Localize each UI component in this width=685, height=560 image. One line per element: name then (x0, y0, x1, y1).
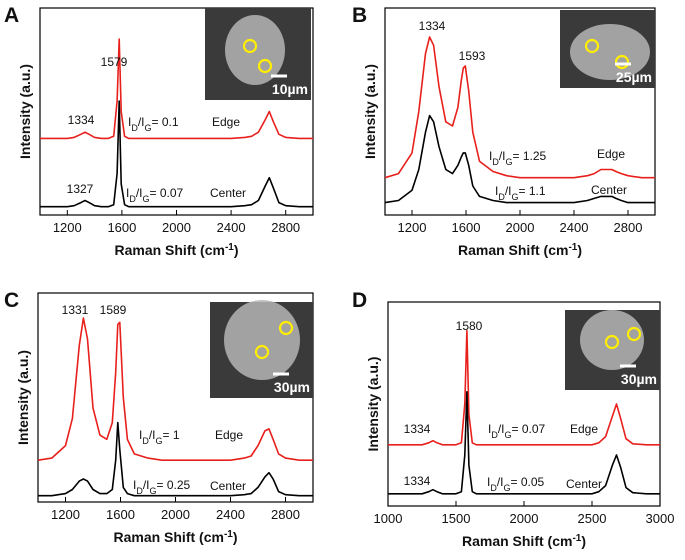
x-axis-label: Raman Shift (cm-1) (113, 529, 237, 546)
inset-marker (604, 334, 620, 350)
spectrum-line (388, 391, 660, 495)
x-tick-label: 1200 (51, 507, 80, 522)
spectrum-line (38, 421, 313, 497)
x-tick-label: 1200 (398, 220, 427, 235)
spectrum-line (388, 329, 660, 446)
peak-label: 1589 (100, 303, 127, 317)
spectrum-line (384, 114, 655, 204)
x-tick-label: 2000 (510, 511, 539, 526)
x-axis-label: Raman Shift (cm-1) (458, 242, 582, 259)
inset-marker (626, 326, 642, 342)
x-tick-label: 1600 (452, 220, 481, 235)
series-name: Center (566, 477, 602, 491)
inset-marker (257, 58, 273, 74)
spectrum-line (384, 36, 655, 179)
scale-bar-label: 30µm (621, 371, 657, 387)
inset-flake (570, 24, 650, 80)
x-tick-label: 2500 (578, 511, 607, 526)
peak-label: 1579 (101, 55, 128, 69)
ratio-label: ID/IG= 1 (139, 428, 180, 446)
y-axis-label: Intensity (a.u.) (362, 64, 378, 159)
peak-label: 1334 (68, 113, 95, 127)
spectrum-line (40, 38, 313, 140)
inset-marker (278, 320, 294, 336)
scale-bar-label: 30µm (274, 379, 310, 395)
x-tick-label: 2800 (614, 220, 643, 235)
series-name: Edge (597, 147, 625, 161)
peak-label: 1331 (62, 303, 89, 317)
x-tick-label: 3000 (646, 511, 675, 526)
panel-letter: C (4, 289, 19, 312)
spectrum-line (37, 317, 313, 461)
series-name: Edge (212, 115, 240, 129)
ratio-label: ID/IG= 1.25 (489, 149, 547, 167)
ratio-label: ID/IG= 0.05 (487, 475, 545, 493)
x-tick-label: 1600 (107, 220, 136, 235)
inset-flake (224, 300, 300, 380)
spectrum-line (40, 100, 313, 208)
scale-bar-label: 25µm (616, 69, 652, 85)
ratio-label: ID/IG= 1.1 (495, 184, 546, 202)
inset-flake (580, 310, 644, 370)
y-axis-label: Intensity (a.u.) (365, 357, 381, 452)
x-tick-label: 1200 (53, 220, 82, 235)
x-tick-label: 2400 (560, 220, 589, 235)
peak-label: 1334 (404, 474, 431, 488)
series-name: Edge (570, 422, 598, 436)
inset-marker (254, 344, 270, 360)
x-axis-label: Raman Shift (cm-1) (462, 533, 586, 550)
y-axis-label: Intensity (a.u.) (17, 64, 33, 159)
inset-marker (242, 38, 258, 54)
x-tick-label: 2800 (271, 507, 300, 522)
x-tick-label: 2400 (216, 507, 245, 522)
x-tick-label: 2000 (506, 220, 535, 235)
peak-label: 1334 (404, 422, 431, 436)
inset-marker (584, 38, 600, 54)
ratio-label: ID/IG= 0.1 (128, 115, 179, 133)
peak-label: 1334 (419, 19, 446, 33)
x-axis-label: Raman Shift (cm-1) (114, 242, 238, 259)
panel-letter: A (4, 4, 19, 27)
panel-letter: B (352, 4, 367, 27)
series-name: Center (591, 183, 627, 197)
panel-letter: D (352, 289, 367, 312)
scale-bar-label: 10µm (272, 81, 308, 97)
x-tick-label: 1500 (442, 511, 471, 526)
x-tick-label: 2000 (162, 220, 191, 235)
peak-label: 1593 (459, 49, 486, 63)
inset-marker (614, 54, 630, 70)
series-name: Center (210, 479, 246, 493)
peak-label: 1580 (456, 319, 483, 333)
x-tick-label: 2000 (161, 507, 190, 522)
series-name: Center (210, 186, 246, 200)
ratio-label: ID/IG= 0.25 (133, 478, 191, 496)
peak-label: 1327 (67, 182, 94, 196)
x-tick-label: 2400 (217, 220, 246, 235)
series-name: Edge (215, 428, 243, 442)
ratio-label: ID/IG= 0.07 (488, 422, 546, 440)
y-axis-label: Intensity (a.u.) (15, 350, 31, 445)
x-tick-label: 1600 (106, 507, 135, 522)
x-tick-label: 2800 (271, 220, 300, 235)
x-tick-label: 1000 (374, 511, 403, 526)
ratio-label: ID/IG= 0.07 (126, 186, 184, 204)
